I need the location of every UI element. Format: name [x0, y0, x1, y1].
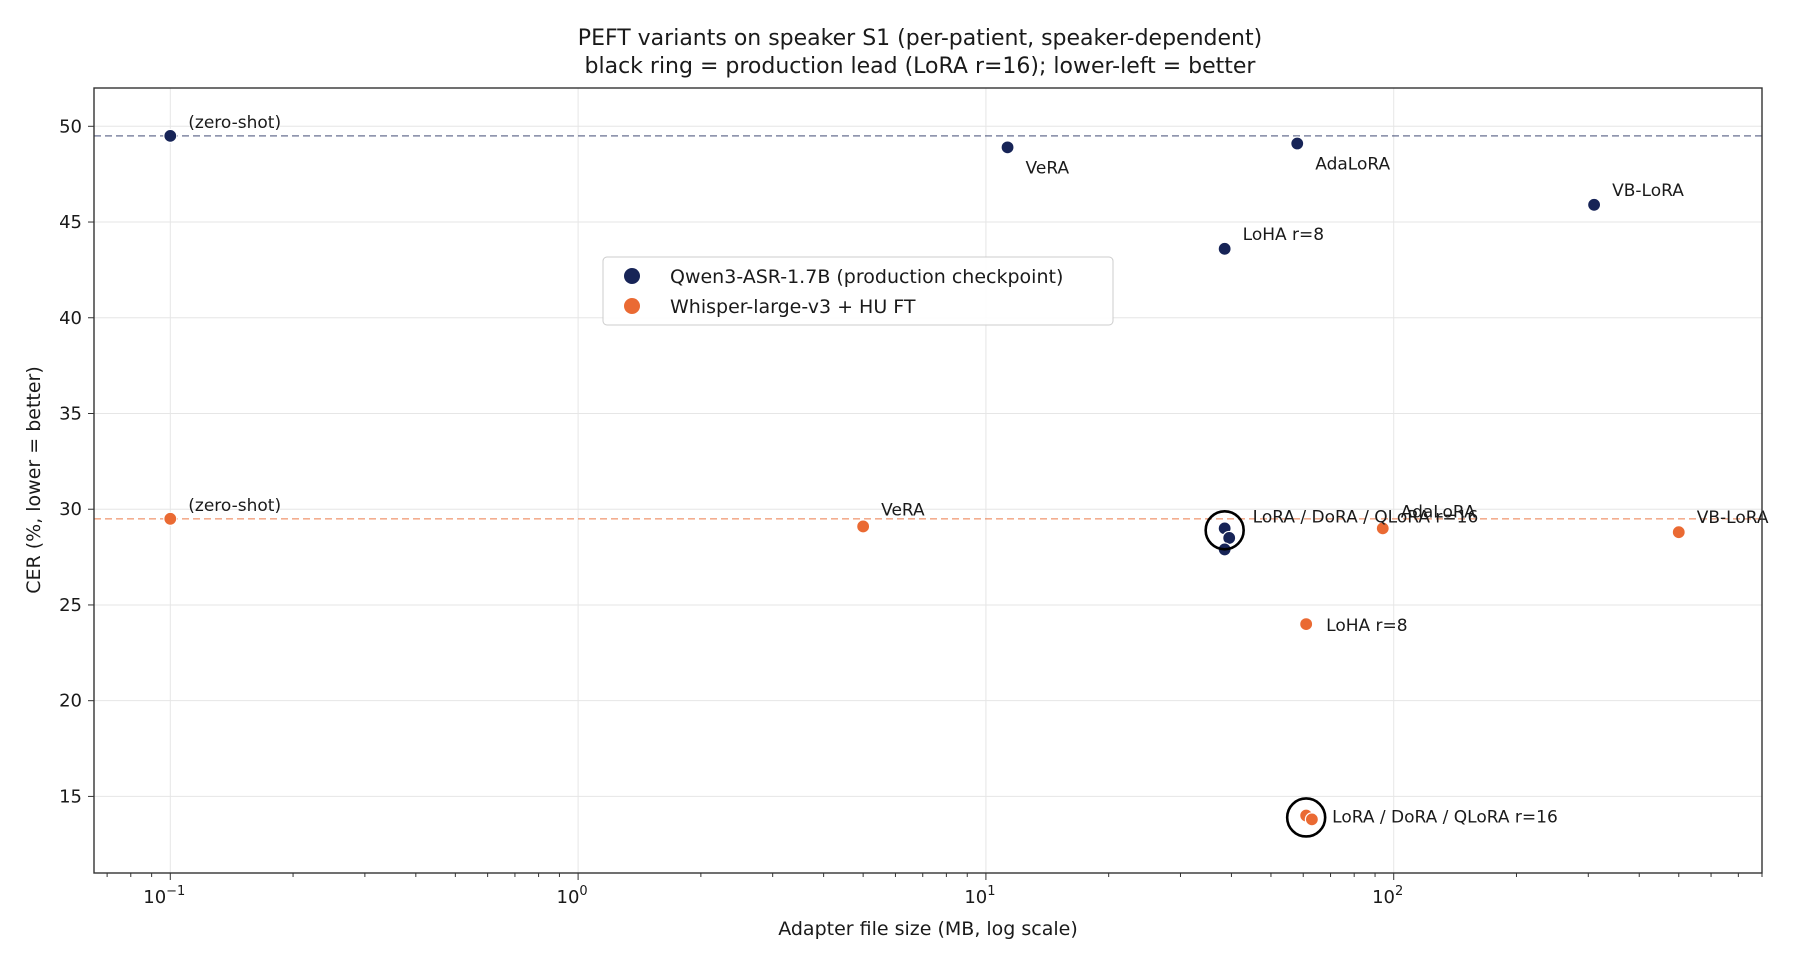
legend-marker: [624, 298, 640, 314]
point-label: AdaLoRA: [1315, 155, 1390, 175]
grid: [94, 88, 1762, 873]
y-tick-label: 35: [59, 403, 82, 424]
point-label: VB-LoRA: [1697, 508, 1769, 528]
x-tick-label: 101: [964, 884, 995, 908]
y-tick-label: 20: [59, 691, 82, 712]
baseline-lines: [94, 135, 1762, 520]
data-point: [1217, 241, 1232, 256]
data-point: [1299, 616, 1314, 632]
legend-box: [602, 256, 1114, 326]
point-label: LoHA r=8: [1326, 616, 1407, 636]
x-axis-label: Adapter file size (MB, log scale): [778, 918, 1078, 940]
data-point: [163, 511, 178, 526]
y-tick-label: 45: [59, 212, 82, 233]
production-lead-rings: [1204, 509, 1327, 838]
data-point: [1304, 812, 1319, 827]
legend-marker: [624, 268, 640, 284]
point-labels: (zero-shot) VeRA AdaLoRA VB-LoRA LoHA r=8 LoR…: [188, 113, 1769, 828]
x-tick-label: 102: [1372, 884, 1403, 908]
chart-title: PEFT variants on speaker S1 (per-patient…: [578, 26, 1262, 51]
axis-ticks: 15 20 25 30 35 40 45 50 10−1 100 101 102: [59, 116, 1763, 908]
point-label: LoRA / DoRA / QLoRA r=16: [1332, 808, 1558, 828]
point-label: AdaLoRA: [1401, 502, 1476, 522]
y-tick-label: 25: [59, 595, 82, 616]
point-label: LoRA / DoRA / QLoRA r=16: [1253, 507, 1479, 527]
x-tick-label: 10−1: [143, 884, 185, 908]
data-points: [163, 128, 1686, 827]
legend-label: Whisper-large-v3 + HU FT: [670, 296, 916, 318]
y-tick-label: 50: [59, 116, 82, 137]
chart-subtitle: black ring = production lead (LoRA r=16)…: [585, 54, 1257, 79]
legend: Qwen3-ASR-1.7B (production checkpoint) Wh…: [602, 256, 1114, 326]
point-label: (zero-shot): [188, 113, 281, 133]
y-tick-label: 30: [59, 499, 82, 520]
data-point: [1586, 197, 1602, 212]
production-lead-ring: [1204, 509, 1245, 551]
production-lead-ring: [1285, 797, 1327, 838]
data-point: [1671, 525, 1686, 540]
data-point: [856, 519, 871, 534]
point-label: VeRA: [1026, 158, 1070, 178]
data-point: [1290, 136, 1305, 151]
y-tick-label: 40: [59, 308, 82, 329]
legend-label: Qwen3-ASR-1.7B (production checkpoint): [670, 266, 1063, 288]
y-axis-label: CER (%, lower = better): [23, 366, 45, 594]
data-point: [1375, 521, 1390, 536]
data-point: [163, 128, 178, 143]
point-label: LoHA r=8: [1243, 225, 1324, 245]
data-point: [1000, 140, 1015, 155]
y-tick-label: 15: [59, 786, 82, 807]
point-label: (zero-shot): [188, 496, 281, 516]
plot-frame: [93, 87, 1763, 874]
point-label: VeRA: [881, 500, 925, 520]
x-tick-label: 100: [557, 884, 588, 908]
point-label: VB-LoRA: [1612, 181, 1684, 201]
